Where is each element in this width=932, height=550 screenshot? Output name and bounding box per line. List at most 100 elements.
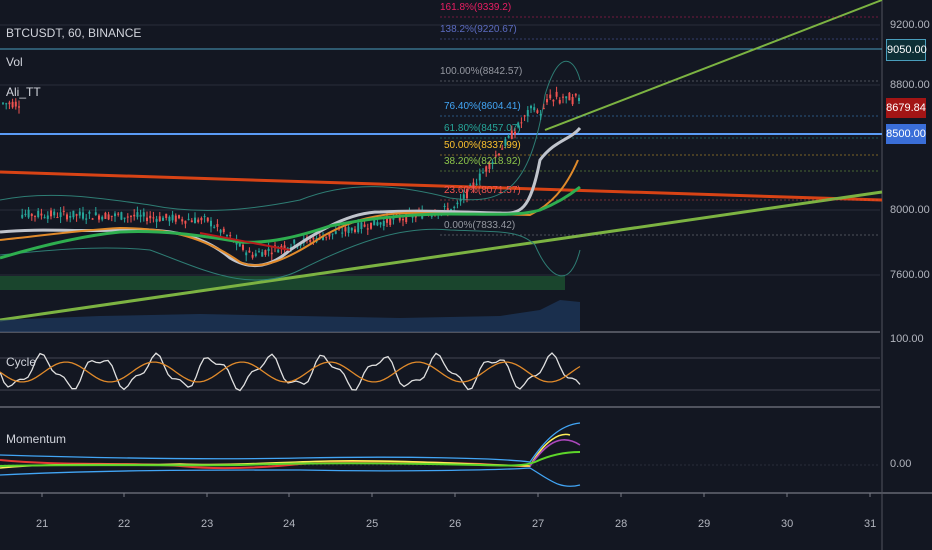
- candle-body: [270, 252, 273, 255]
- candle-body: [568, 92, 571, 101]
- vol-label[interactable]: Vol: [6, 55, 23, 69]
- candle-body: [498, 153, 500, 156]
- candle-body: [171, 214, 174, 221]
- candle-body: [405, 213, 408, 223]
- candle-body: [574, 93, 577, 96]
- candle-body: [376, 222, 379, 226]
- candle-body: [136, 212, 139, 217]
- cycle-orange-line: [0, 361, 581, 383]
- candle-body: [98, 215, 100, 220]
- time-tick: 23: [201, 518, 214, 530]
- candle-body: [222, 228, 225, 233]
- fib-label: 138.2%(9220.67): [440, 24, 517, 35]
- candle-body: [344, 227, 347, 232]
- candle-body: [130, 215, 132, 217]
- candle-body: [514, 131, 516, 135]
- candle-body: [91, 218, 94, 220]
- candle-body: [152, 217, 155, 219]
- candle-body: [318, 234, 321, 236]
- fib-label: 100.00%(8842.57): [440, 66, 523, 77]
- candle-body: [187, 218, 190, 220]
- candle-body: [469, 184, 472, 186]
- candle-body: [520, 122, 523, 124]
- candle-body: [402, 219, 404, 221]
- candle-body: [280, 245, 283, 249]
- candle-body: [264, 250, 267, 255]
- momentum-green-line: [0, 451, 581, 467]
- candle-body: [379, 222, 382, 225]
- candle-body: [11, 101, 14, 108]
- candle-body: [370, 222, 372, 229]
- candle-body: [453, 206, 456, 208]
- candle-body: [251, 254, 254, 258]
- candle-body: [277, 249, 280, 253]
- price-tag-8500[interactable]: 8500.00: [886, 124, 926, 144]
- indicator-label[interactable]: Ali_TT: [6, 85, 41, 99]
- candle-body: [50, 210, 52, 217]
- candle-body: [62, 210, 65, 212]
- x-axis-ticks: [41, 493, 871, 497]
- candle-body: [565, 96, 568, 99]
- green-upper-trend-line: [544, 0, 883, 131]
- candle-body: [146, 217, 148, 222]
- candle-body: [392, 217, 395, 220]
- candle-body: [18, 106, 20, 108]
- price-tag-9050[interactable]: 9050.00: [886, 39, 927, 61]
- candle-body: [56, 217, 59, 219]
- candle-body: [216, 224, 219, 227]
- candle-body: [72, 210, 75, 218]
- candle-body: [546, 99, 548, 103]
- cycle-white-line: [0, 352, 581, 392]
- candle-body: [533, 107, 536, 111]
- candle-body: [213, 226, 216, 228]
- candle-body: [88, 211, 91, 214]
- time-tick: 29: [698, 518, 711, 530]
- grid-lines: [0, 24, 880, 466]
- candle-body: [155, 218, 158, 222]
- candle-body: [75, 214, 78, 216]
- candle-body: [21, 214, 24, 218]
- momentum-label[interactable]: Momentum: [6, 432, 67, 446]
- candle-body: [142, 212, 145, 217]
- candle-body: [14, 101, 17, 107]
- fib-label: 0.00%(7833.42): [444, 220, 516, 231]
- candle-body: [114, 213, 116, 217]
- candle-body: [373, 218, 376, 226]
- candle-body: [542, 108, 545, 110]
- fib-lines: [440, 16, 880, 236]
- candle-body: [30, 213, 33, 216]
- price-tag-current[interactable]: 8679.84: [886, 98, 926, 118]
- candle-body: [562, 96, 564, 98]
- fib-label: 61.80%(8457.07): [444, 123, 521, 134]
- momentum-band-lower: [0, 467, 581, 487]
- time-tick: 27: [532, 518, 545, 530]
- fib-label: 76.40%(8604.41): [444, 101, 521, 112]
- candle-body: [37, 210, 40, 217]
- fib-label: 38.20%(8218.92): [444, 156, 521, 167]
- candle-body: [462, 194, 465, 199]
- candle-body: [472, 182, 475, 188]
- candle-body: [110, 215, 113, 217]
- candle-body: [312, 237, 315, 240]
- candle-body: [274, 245, 276, 247]
- candle-body: [242, 244, 244, 250]
- volume-area: [0, 300, 580, 332]
- candle-body: [507, 135, 510, 138]
- cycle-oscillator: [0, 352, 581, 392]
- candle-body: [494, 155, 497, 157]
- time-tick: 30: [781, 518, 794, 530]
- candle-body: [309, 240, 312, 243]
- candle-body: [539, 114, 542, 116]
- candle-body: [331, 233, 334, 235]
- candle-body: [354, 229, 356, 233]
- candle-body: [59, 212, 62, 217]
- candle-body: [456, 202, 459, 205]
- candle-body: [382, 220, 385, 226]
- time-tick: 24: [283, 518, 296, 530]
- candle-body: [267, 248, 270, 251]
- symbol-label[interactable]: BTCUSDT, 60, BINANCE: [6, 26, 142, 40]
- time-tick: 25: [366, 518, 379, 530]
- cycle-label[interactable]: Cycle: [6, 355, 37, 369]
- candle-body: [536, 110, 539, 113]
